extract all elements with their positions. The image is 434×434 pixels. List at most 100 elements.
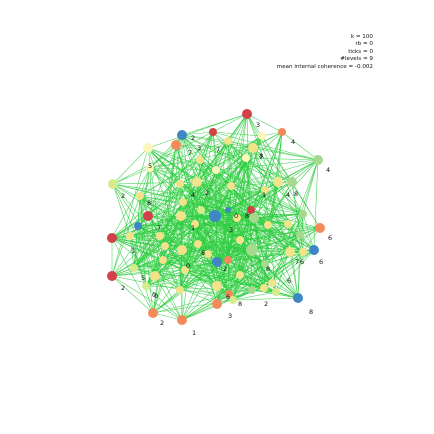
graph-node xyxy=(236,236,244,244)
node-label: 2 xyxy=(160,319,164,327)
graph-node xyxy=(134,222,142,230)
graph-edge xyxy=(181,223,196,321)
graph-edge xyxy=(129,235,166,247)
graph-edge xyxy=(137,213,304,227)
graph-edge xyxy=(112,183,156,277)
graph-edge xyxy=(139,181,279,197)
graph-edge xyxy=(184,234,301,271)
graph-edge xyxy=(181,285,218,321)
graph-node xyxy=(315,223,325,233)
graph-node xyxy=(177,315,187,325)
graph-edge xyxy=(111,223,196,277)
graph-edge xyxy=(181,134,293,183)
graph-node xyxy=(192,177,202,187)
graph-edge xyxy=(152,239,241,314)
graph-edge xyxy=(236,147,254,219)
graph-edge xyxy=(147,189,266,217)
graph-node xyxy=(309,245,319,255)
graph-node xyxy=(209,128,217,136)
stat-coherence: mean internal coherence = -0.002 xyxy=(276,63,373,70)
graph-edge xyxy=(252,147,266,191)
graph-edge xyxy=(227,189,266,211)
graph-edge xyxy=(147,147,184,203)
graph-edge xyxy=(111,245,166,277)
node-label: 0 xyxy=(154,292,158,300)
node-label: 2 xyxy=(191,134,195,142)
node-label: 5 xyxy=(148,162,152,170)
graph-edge xyxy=(112,181,198,185)
node-label: 6 xyxy=(226,293,230,301)
graph-edge xyxy=(212,131,319,161)
graph-edge xyxy=(263,263,266,289)
graph-node xyxy=(285,247,295,257)
graph-edge xyxy=(129,235,154,314)
graph-node xyxy=(249,213,259,223)
graph-node xyxy=(146,164,154,172)
graph-edge xyxy=(162,259,181,291)
node-label: 8 xyxy=(245,212,249,220)
graph-edge xyxy=(133,249,253,269)
graph-node xyxy=(196,156,204,164)
node-label: 8 xyxy=(259,152,263,160)
graph-edge xyxy=(112,167,151,185)
graph-edge xyxy=(207,249,253,255)
graph-edge xyxy=(133,215,149,269)
graph-edge xyxy=(232,157,247,301)
graph-edge xyxy=(289,213,304,253)
graph-node xyxy=(242,109,252,119)
graph-node xyxy=(264,221,272,229)
graph-edge xyxy=(111,167,151,239)
graph-edge xyxy=(149,167,156,277)
graph-edge xyxy=(230,185,252,211)
graph-node xyxy=(248,143,258,153)
node-label: 7 xyxy=(157,224,161,232)
node-label: 6 xyxy=(328,234,332,242)
graph-edge xyxy=(152,269,186,314)
graph-edge xyxy=(147,215,164,261)
graph-edge xyxy=(227,157,247,261)
graph-node xyxy=(171,140,181,150)
graph-edge xyxy=(287,223,321,229)
graph-edge xyxy=(180,185,232,217)
graph-edge xyxy=(267,224,304,253)
graph-edge xyxy=(149,167,217,171)
graph-edge xyxy=(159,223,196,237)
node-label: 8 xyxy=(147,199,151,207)
graph-edge xyxy=(232,224,269,301)
graph-edge xyxy=(182,185,232,203)
graph-edge xyxy=(111,237,166,247)
graph-node xyxy=(233,214,241,222)
graph-edge xyxy=(194,223,241,241)
node-label: 1 xyxy=(131,247,135,255)
graph-edge xyxy=(245,157,279,183)
graph-edge xyxy=(137,224,269,227)
graph-node xyxy=(177,130,187,140)
graph-edge xyxy=(145,285,183,321)
stat-rb: rb = 0 xyxy=(355,41,373,48)
graph-edge xyxy=(154,235,161,277)
graph-edge xyxy=(184,269,234,301)
graph-edge xyxy=(246,113,253,291)
graph-edge xyxy=(239,131,283,241)
graph-edge xyxy=(199,159,253,291)
graph-edge xyxy=(149,134,183,169)
graph-node xyxy=(204,250,212,258)
graph-edge xyxy=(245,157,265,289)
graph-edge xyxy=(139,195,182,217)
node-label: 2 xyxy=(223,265,227,273)
graph-edge xyxy=(215,159,319,171)
node-label: 7 xyxy=(295,258,299,266)
graph-edge xyxy=(199,159,229,261)
graph-edge xyxy=(245,157,319,161)
graph-edge xyxy=(162,259,273,284)
graph-edge xyxy=(271,249,315,284)
graph-node xyxy=(176,211,186,221)
graph-edge xyxy=(133,225,139,269)
graph-edge xyxy=(267,224,321,229)
graph-node xyxy=(268,279,276,287)
graph-edge xyxy=(182,157,247,203)
graph-node xyxy=(299,248,307,256)
graph-node xyxy=(225,207,231,213)
graph-node xyxy=(227,182,235,190)
